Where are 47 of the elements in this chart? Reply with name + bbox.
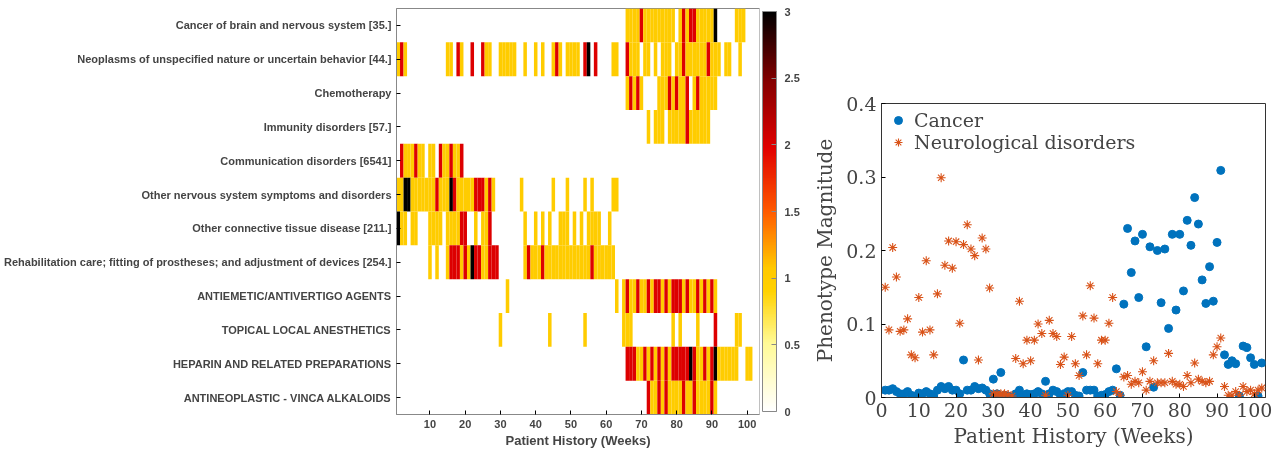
y-tick-label: Other nervous system symptoms and disorders (141, 188, 392, 201)
y-tick-label: Chemotherapy (314, 87, 393, 100)
color-bar-label: 2.5 (784, 72, 800, 85)
y-tick-label: TOPICAL LOCAL ANESTHETICS (221, 323, 391, 336)
y-tick-label: Neoplasms of unspecified nature or uncertain behavior [44.] (77, 53, 392, 66)
x-tick-label: 40 (529, 417, 542, 430)
legend-label: Cancer (914, 109, 984, 131)
y-tick-label: 0.2 (846, 239, 877, 262)
x-tick-label: 70 (635, 417, 648, 430)
y-tick-label: ANTINEOPLASTIC - VINCA ALKALOIDS (183, 391, 391, 404)
x-tick-label: 90 (1204, 398, 1230, 421)
y-tick-label: Communication disorders [6541] (220, 154, 392, 167)
x-tick-label: 80 (670, 417, 683, 430)
x-tick-label: 50 (1055, 398, 1081, 421)
color-bar-label: 0.5 (784, 338, 800, 351)
x-tick-label: 40 (1018, 398, 1043, 421)
y-tick-label: 0.3 (846, 166, 877, 188)
y-tick-label: ANTIEMETIC/ANTIVERTIGO AGENTS (197, 290, 392, 303)
x-tick-label: 10 (423, 417, 437, 430)
legend-label: Neurological disorders (914, 131, 1136, 153)
y-tick-label: 0.4 (846, 92, 877, 115)
x-axis-title: Patient History (Weeks) (505, 432, 651, 448)
x-tick-label: 50 (564, 417, 578, 430)
x-tick-label: 90 (705, 417, 719, 430)
color-bar-label: 1.5 (784, 205, 800, 218)
color-bar-label: 2 (784, 138, 791, 151)
x-tick-label: 30 (494, 417, 507, 430)
y-tick-label: Cancer of brain and nervous system [35.] (175, 19, 392, 32)
x-tick-label: 20 (943, 398, 969, 421)
y-tick-label: HEPARIN AND RELATED PREPARATIONS (172, 357, 392, 370)
x-axis-title: Patient History (Weeks) (953, 423, 1194, 448)
x-tick-label: 80 (1167, 398, 1192, 421)
x-tick-label: 70 (1130, 398, 1155, 421)
x-tick-label: 100 (1236, 398, 1273, 421)
x-tick-label: 60 (1093, 398, 1118, 421)
y-tick-label: Immunity disorders [57.] (263, 120, 392, 133)
x-tick-label: 30 (981, 398, 1006, 421)
y-tick-label: Rehabilitation care; fitting of prostheses; and adjustment of devices [254.] (3, 256, 392, 269)
x-tick-label: 10 (906, 398, 931, 421)
color-bar-label: 1 (784, 272, 791, 285)
y-tick-label: Other connective tissue disease [211.] (192, 222, 392, 235)
x-tick-label: 20 (459, 417, 472, 430)
color-bar-label: 3 (784, 5, 791, 18)
y-axis-title: Phenotype Magnitude (813, 138, 838, 363)
x-tick-label: 100 (737, 417, 757, 430)
y-tick-label: 0.1 (846, 313, 877, 335)
x-tick-label: 60 (600, 417, 613, 430)
